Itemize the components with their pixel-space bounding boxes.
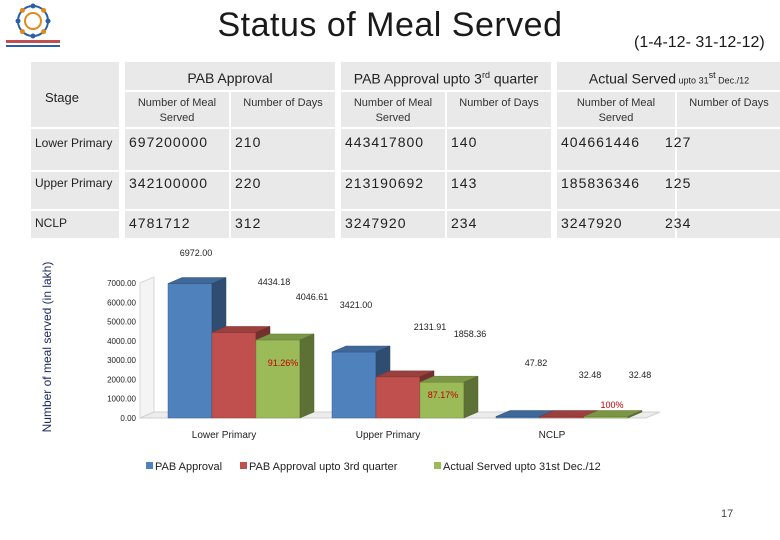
legend-label: PAB Approval upto 3rd quarter	[249, 461, 398, 473]
data-label: 47.82	[525, 358, 548, 368]
group-header-pab-q3: PAB Approval upto 3rd quarter	[353, 70, 539, 87]
bar	[167, 283, 213, 419]
sub-header-days: Number of Days	[243, 97, 323, 109]
date-range: (1-4-12- 31-12-12)	[634, 34, 765, 51]
bar	[419, 381, 465, 419]
y-tick-label: 2000.00	[107, 375, 136, 384]
group-header-pab: PAB Approval	[187, 70, 273, 86]
bar	[211, 332, 257, 419]
data-label: 1858.36	[454, 329, 487, 339]
page-number: 17	[721, 508, 734, 520]
data-label: 6972.00	[180, 248, 213, 258]
row-label-lower-primary: Lower Primary	[35, 136, 113, 150]
table-cell: 234	[451, 215, 478, 231]
bar	[255, 339, 301, 419]
table-cell: 404661446	[561, 134, 641, 150]
legend-label: Actual Served upto 31st Dec./12	[443, 461, 601, 473]
table-cell: 234	[665, 215, 692, 231]
legend-swatch	[434, 462, 441, 469]
y-tick-label: 0.00	[120, 414, 136, 423]
y-tick-label: 6000.00	[107, 298, 136, 307]
chart-side-wall	[139, 276, 155, 419]
page-title: Status of Meal Served	[217, 6, 563, 44]
y-tick-label: 3000.00	[107, 356, 136, 365]
table-cell: 3247920	[561, 215, 623, 231]
y-tick-label: 4000.00	[107, 337, 136, 346]
percent-label: 91.26%	[268, 358, 299, 368]
legend-swatch	[240, 462, 247, 469]
percent-label: 100%	[600, 400, 623, 410]
table-cell: 220	[235, 175, 262, 191]
table-cell: 443417800	[345, 134, 425, 150]
stage-header: Stage	[45, 90, 79, 105]
table-cell: 697200000	[129, 134, 209, 150]
table-cell: 342100000	[129, 175, 209, 191]
data-label: 32.48	[629, 370, 652, 380]
legend-label: PAB Approval	[155, 461, 222, 473]
table-cell: 140	[451, 134, 478, 150]
row-label-upper-primary: Upper Primary	[35, 176, 113, 190]
data-label: 2131.91	[414, 322, 447, 332]
sub-header-meal: Number of Meal Served	[576, 97, 656, 124]
data-label: 4046.61	[296, 292, 329, 302]
data-label: 32.48	[579, 370, 602, 380]
sub-header-days: Number of Days	[689, 97, 769, 109]
x-category-label: Upper Primary	[356, 430, 420, 441]
y-tick-label: 5000.00	[107, 318, 136, 327]
data-label: 4434.18	[258, 277, 291, 287]
table-cell: 185836346	[561, 175, 641, 191]
table-cell: 312	[235, 215, 262, 231]
group-header-actual: Actual Served upto 31st Dec./12	[588, 70, 750, 87]
program-logo	[6, 3, 60, 47]
table-cell: 4781712	[129, 215, 191, 231]
sub-header-meal: Number of Meal Served	[353, 97, 433, 124]
percent-label: 87.17%	[428, 390, 459, 400]
x-category-label: NCLP	[539, 430, 566, 441]
table-cell: 143	[451, 175, 478, 191]
x-category-label: Lower Primary	[192, 430, 256, 441]
y-tick-label: 7000.00	[107, 279, 136, 288]
bar	[375, 376, 421, 419]
table-cell: 127	[665, 134, 692, 150]
table-cell: 125	[665, 175, 692, 191]
table-cell: 3247920	[345, 215, 407, 231]
bar-side	[463, 375, 479, 419]
bar-side	[299, 333, 315, 419]
bar-side	[627, 410, 643, 419]
meal-status-table: Stage PAB Approval PAB Approval upto 3rd…	[31, 62, 780, 238]
table-cell: 210	[235, 134, 262, 150]
y-tick-label: 1000.00	[107, 395, 136, 404]
sub-header-meal: Number of Meal Served	[137, 97, 217, 124]
data-label: 3421.00	[340, 300, 373, 310]
bar	[331, 351, 377, 419]
sub-header-days: Number of Days	[459, 97, 539, 109]
legend-swatch	[146, 462, 153, 469]
row-label-nclp: NCLP	[35, 216, 68, 230]
table-cell: 213190692	[345, 175, 425, 191]
